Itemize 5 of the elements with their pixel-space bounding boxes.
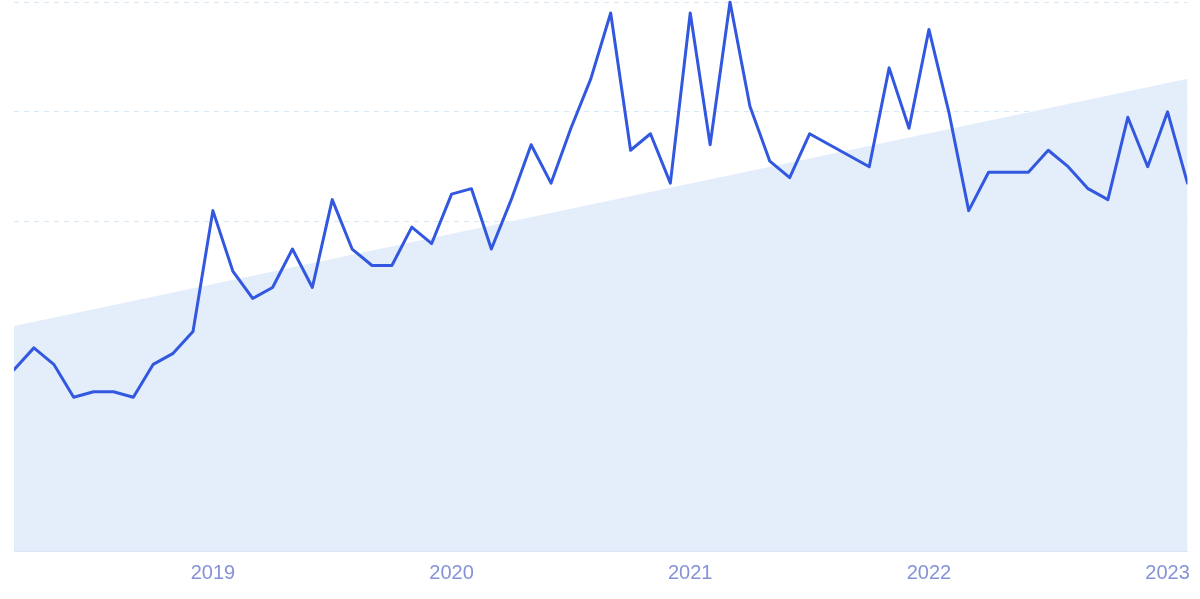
x-tick-label: 2022 bbox=[906, 560, 952, 583]
x-tick-label: 2020 bbox=[429, 560, 474, 583]
x-tick-label: 2021 bbox=[667, 560, 713, 583]
x-tick-label: 2023 bbox=[1145, 560, 1190, 583]
x-tick-label: 2019 bbox=[190, 560, 236, 583]
